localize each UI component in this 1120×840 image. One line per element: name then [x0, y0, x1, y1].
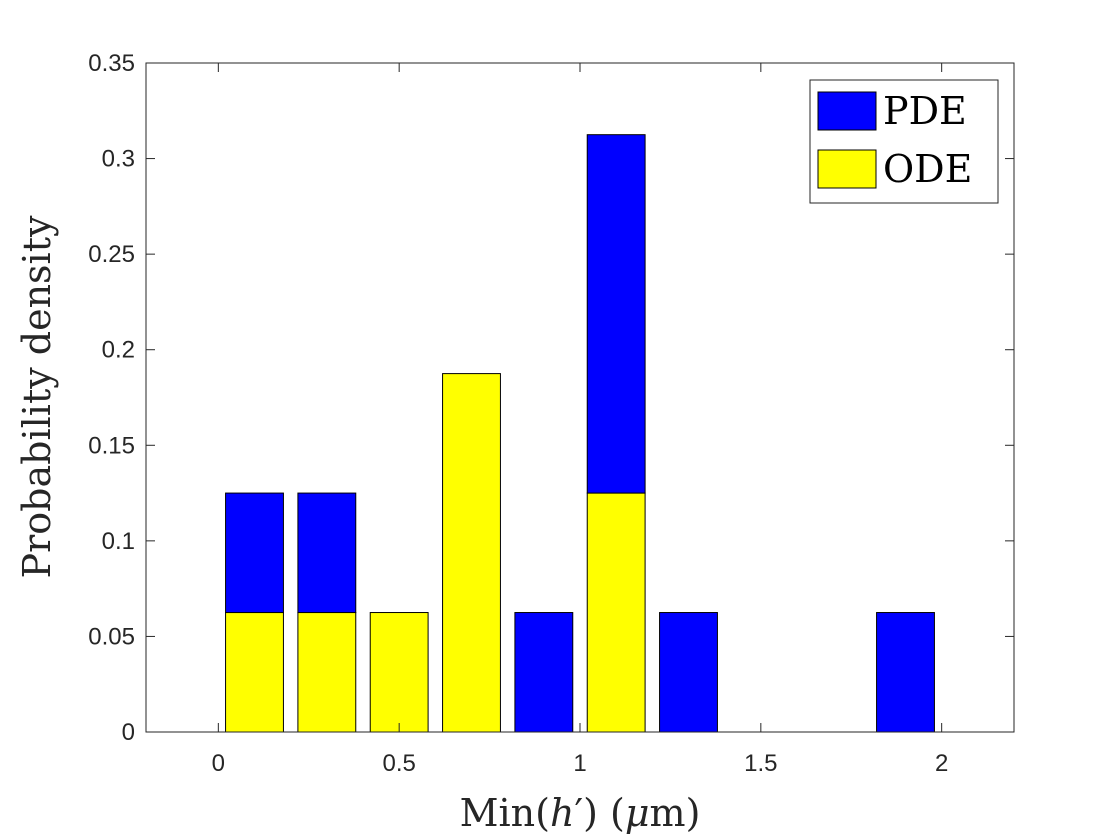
- x-tick-label: 0.5: [382, 750, 415, 777]
- y-tick-label: 0.15: [88, 432, 135, 459]
- x-axis-title-prime: ′: [574, 791, 583, 835]
- bar-pde-7: [876, 612, 935, 733]
- x-axis-title-mu: μ: [625, 791, 650, 835]
- legend-swatch-pde: [817, 91, 877, 131]
- x-axis-title: Min(h′) (μm): [460, 791, 701, 835]
- ticks-group: [146, 62, 1014, 733]
- x-axis-title-mid: ) (: [583, 791, 625, 835]
- bar-pde-5: [586, 134, 646, 494]
- x-tick-label: 1: [573, 750, 586, 777]
- bar-ode-1: [297, 612, 357, 733]
- x-axis-title-post: m): [650, 791, 701, 835]
- legend: PDE ODE: [809, 79, 999, 204]
- bar-ode-2: [369, 612, 429, 733]
- bar-ode-3: [442, 373, 501, 733]
- x-axis-title-pre: Min(: [460, 791, 550, 835]
- x-tick-label: 2: [935, 750, 948, 777]
- y-axis-title: Probability density: [15, 215, 59, 578]
- legend-label-pde: PDE: [883, 89, 967, 133]
- bar-pde-0: [225, 492, 284, 614]
- legend-swatch-ode: [817, 149, 877, 189]
- bar-pde-6: [659, 612, 718, 733]
- x-axis-title-var: h: [550, 791, 574, 835]
- x-tick-label: 1.5: [744, 750, 777, 777]
- bar-ode-5: [586, 492, 646, 733]
- y-tick-label: 0.2: [102, 337, 135, 364]
- y-tick-label: 0.1: [102, 528, 135, 555]
- tick-labels-group: 0 0.05 0.1 0.15 0.2 0.25 0.3 0.35 0 0.5 1 1.5 2: [88, 50, 948, 777]
- y-tick-label: 0: [122, 719, 135, 746]
- bar-pde-4: [514, 612, 574, 733]
- y-tick-label: 0.05: [88, 623, 135, 650]
- y-tick-label: 0.35: [88, 50, 135, 77]
- x-tick-label: 0: [212, 750, 225, 777]
- bar-pde-1: [297, 492, 357, 614]
- bar-ode-0: [225, 612, 284, 733]
- bars-group: [225, 134, 935, 733]
- y-tick-label: 0.25: [88, 241, 135, 268]
- legend-label-ode: ODE: [883, 147, 972, 191]
- y-tick-label: 0.3: [102, 146, 135, 173]
